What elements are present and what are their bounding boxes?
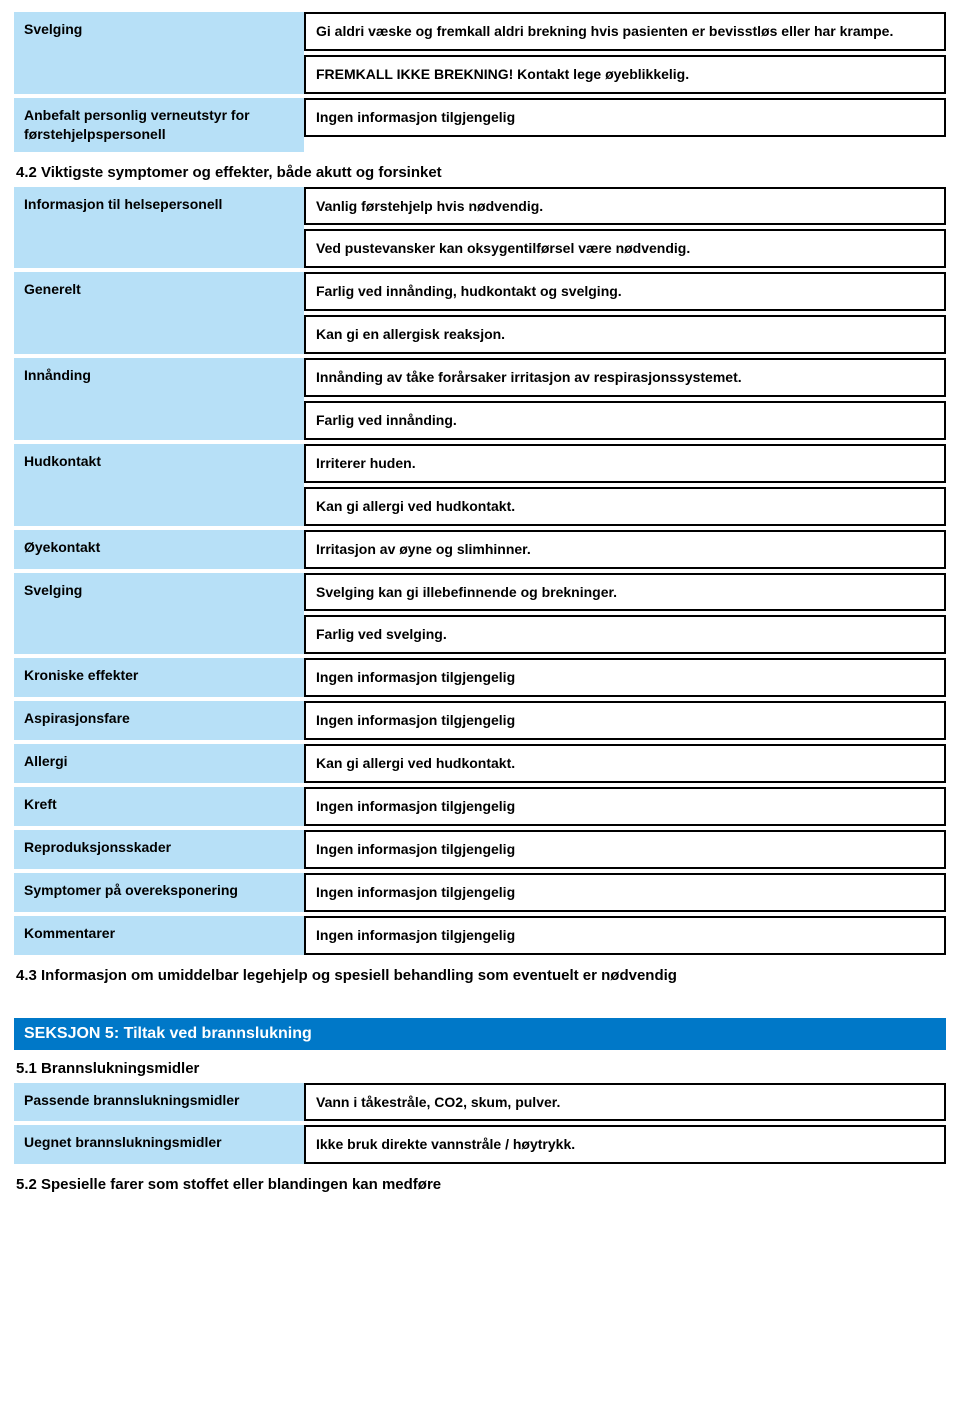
value-col: Ikke bruk direkte vannstråle / høytrykk. (304, 1125, 946, 1164)
value-col: Svelging kan gi illebefinnende og brekni… (304, 573, 946, 655)
value-col: Ingen informasjon tilgjengelig (304, 658, 946, 697)
row-symptomer: Symptomer på overeksponering Ingen infor… (14, 873, 946, 912)
row-hudkontakt: Hudkontakt Irriterer huden. Kan gi aller… (14, 444, 946, 526)
label-allergi: Allergi (14, 744, 304, 783)
label-generelt: Generelt (14, 272, 304, 354)
label-hudkontakt: Hudkontakt (14, 444, 304, 526)
value-col: Farlig ved innånding, hudkontakt og svel… (304, 272, 946, 354)
label-symptomer: Symptomer på overeksponering (14, 873, 304, 912)
row-svelging2: Svelging Svelging kan gi illebefinnende … (14, 573, 946, 655)
row-oyekontakt: Øyekontakt Irritasjon av øyne og slimhin… (14, 530, 946, 569)
value-cell: Ved pustevansker kan oksygentilførsel væ… (304, 229, 946, 268)
value-col: Kan gi allergi ved hudkontakt. (304, 744, 946, 783)
row-generelt: Generelt Farlig ved innånding, hudkontak… (14, 272, 946, 354)
label-innanding: Innånding (14, 358, 304, 440)
value-col: Innånding av tåke forårsaker irritasjon … (304, 358, 946, 440)
value-col: Ingen informasjon tilgjengelig (304, 873, 946, 912)
value-cell: Ingen informasjon tilgjengelig (304, 830, 946, 869)
value-cell: Innånding av tåke forårsaker irritasjon … (304, 358, 946, 397)
value-cell: FREMKALL IKKE BREKNING! Kontakt lege øye… (304, 55, 946, 94)
row-reproduksjon: Reproduksjonsskader Ingen informasjon ti… (14, 830, 946, 869)
value-col: Ingen informasjon tilgjengelig (304, 916, 946, 955)
value-col: Vann i tåkestråle, CO2, skum, pulver. (304, 1083, 946, 1122)
value-col: Vanlig førstehjelp hvis nødvendig. Ved p… (304, 187, 946, 269)
value-cell: Ingen informasjon tilgjengelig (304, 658, 946, 697)
subheading-4-3: 4.3 Informasjon om umiddelbar legehjelp … (14, 959, 946, 990)
label-aspirasjon: Aspirasjonsfare (14, 701, 304, 740)
label-uegnet: Uegnet brannslukningsmidler (14, 1125, 304, 1164)
value-col: Ingen informasjon tilgjengelig (304, 701, 946, 740)
row-helsepersonell: Informasjon til helsepersonell Vanlig fø… (14, 187, 946, 269)
row-passende: Passende brannslukningsmidler Vann i tåk… (14, 1083, 946, 1122)
value-col: Irritasjon av øyne og slimhinner. (304, 530, 946, 569)
row-kommentarer: Kommentarer Ingen informasjon tilgjengel… (14, 916, 946, 955)
subheading-4-2: 4.2 Viktigste symptomer og effekter, båd… (14, 156, 946, 187)
value-cell: Irritasjon av øyne og slimhinner. (304, 530, 946, 569)
value-col: Ingen informasjon tilgjengelig (304, 98, 946, 152)
value-cell: Vanlig førstehjelp hvis nødvendig. (304, 187, 946, 226)
subheading-5-1: 5.1 Brannslukningsmidler (14, 1052, 946, 1083)
value-cell: Ingen informasjon tilgjengelig (304, 916, 946, 955)
label-passende: Passende brannslukningsmidler (14, 1083, 304, 1122)
label-helsepersonell: Informasjon til helsepersonell (14, 187, 304, 269)
label-svelging: Svelging (14, 12, 304, 94)
section-5-header: SEKSJON 5: Tiltak ved brannslukning (14, 1018, 946, 1050)
value-cell: Ingen informasjon tilgjengelig (304, 873, 946, 912)
label-ppe: Anbefalt personlig verneutstyr for først… (14, 98, 304, 152)
value-cell: Svelging kan gi illebefinnende og brekni… (304, 573, 946, 612)
value-cell: Irriterer huden. (304, 444, 946, 483)
value-cell: Ingen informasjon tilgjengelig (304, 98, 946, 137)
label-kroniske: Kroniske effekter (14, 658, 304, 697)
label-oyekontakt: Øyekontakt (14, 530, 304, 569)
row-aspirasjon: Aspirasjonsfare Ingen informasjon tilgje… (14, 701, 946, 740)
value-cell: Kan gi en allergisk reaksjon. (304, 315, 946, 354)
row-allergi: Allergi Kan gi allergi ved hudkontakt. (14, 744, 946, 783)
value-cell: Ingen informasjon tilgjengelig (304, 701, 946, 740)
label-reproduksjon: Reproduksjonsskader (14, 830, 304, 869)
value-cell: Gi aldri væske og fremkall aldri breknin… (304, 12, 946, 51)
value-cell: Ingen informasjon tilgjengelig (304, 787, 946, 826)
value-cell: Vann i tåkestråle, CO2, skum, pulver. (304, 1083, 946, 1122)
row-ppe: Anbefalt personlig verneutstyr for først… (14, 98, 946, 152)
row-svelging: Svelging Gi aldri væske og fremkall aldr… (14, 12, 946, 94)
value-col: Ingen informasjon tilgjengelig (304, 787, 946, 826)
value-cell: Farlig ved svelging. (304, 615, 946, 654)
row-kroniske: Kroniske effekter Ingen informasjon tilg… (14, 658, 946, 697)
value-col: Ingen informasjon tilgjengelig (304, 830, 946, 869)
row-innanding: Innånding Innånding av tåke forårsaker i… (14, 358, 946, 440)
value-cell: Farlig ved innånding. (304, 401, 946, 440)
label-kommentarer: Kommentarer (14, 916, 304, 955)
value-cell: Ikke bruk direkte vannstråle / høytrykk. (304, 1125, 946, 1164)
value-cell: Kan gi allergi ved hudkontakt. (304, 487, 946, 526)
label-svelging2: Svelging (14, 573, 304, 655)
value-cell: Kan gi allergi ved hudkontakt. (304, 744, 946, 783)
row-uegnet: Uegnet brannslukningsmidler Ikke bruk di… (14, 1125, 946, 1164)
row-kreft: Kreft Ingen informasjon tilgjengelig (14, 787, 946, 826)
label-kreft: Kreft (14, 787, 304, 826)
value-col: Gi aldri væske og fremkall aldri breknin… (304, 12, 946, 94)
value-col: Irriterer huden. Kan gi allergi ved hudk… (304, 444, 946, 526)
subheading-5-2: 5.2 Spesielle farer som stoffet eller bl… (14, 1168, 946, 1199)
value-cell: Farlig ved innånding, hudkontakt og svel… (304, 272, 946, 311)
